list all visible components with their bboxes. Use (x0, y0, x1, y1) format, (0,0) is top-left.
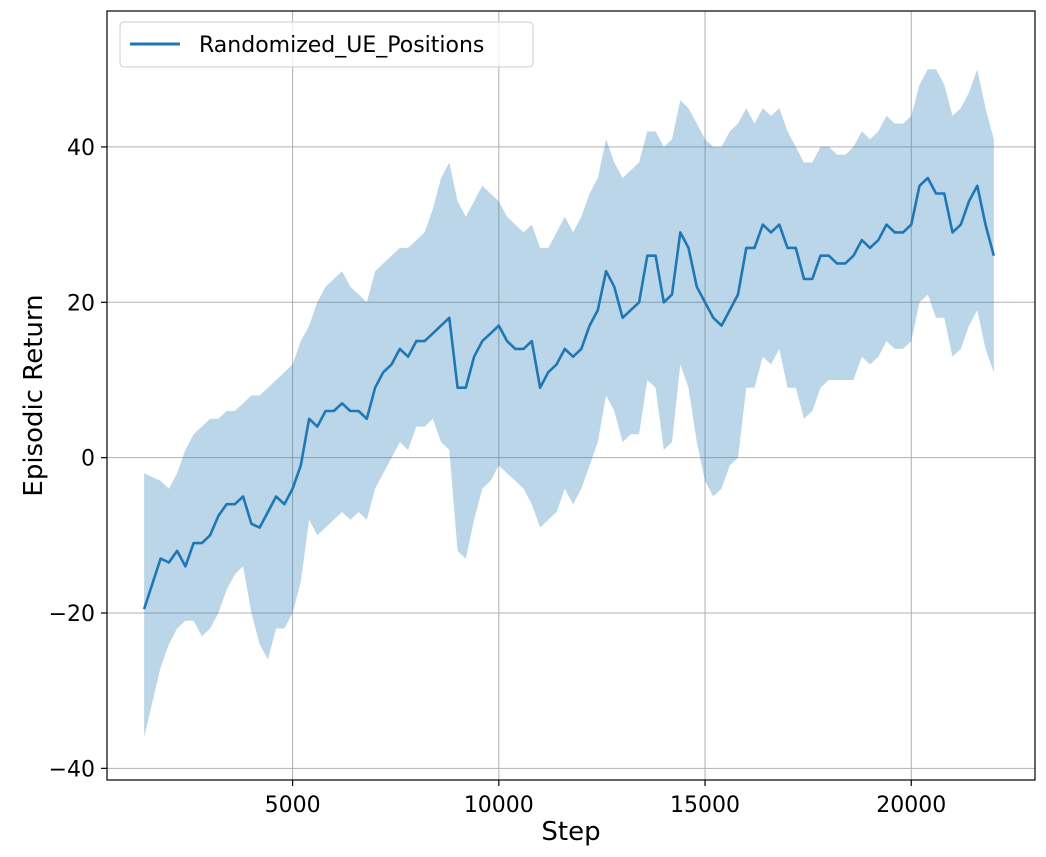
legend-label: Randomized_UE_Positions (199, 33, 484, 58)
confidence-band-layer (144, 69, 994, 738)
confidence-band (144, 69, 994, 738)
y-tick-label: 0 (81, 447, 95, 472)
x-tick-label: 5000 (265, 793, 321, 818)
y-tick-label: −20 (49, 602, 95, 627)
plot-frame (106, 10, 1036, 781)
y-axis-ticks: −40 −20 0 20 40 (49, 136, 107, 782)
y-tick-label: 20 (67, 291, 95, 316)
y-tick-label: 40 (67, 136, 95, 161)
legend-box (119, 21, 534, 68)
series-line (142, 176, 996, 610)
y-tick-label: −40 (49, 757, 95, 782)
x-axis-ticks: 5000 10000 15000 20000 (265, 780, 946, 818)
legend: Randomized_UE_Positions (119, 21, 534, 68)
x-tick-label: 20000 (876, 793, 946, 818)
x-tick-label: 15000 (670, 793, 740, 818)
x-axis-label: Step (541, 817, 600, 847)
series-line-layer (142, 176, 996, 610)
grid (107, 11, 1035, 780)
x-tick-label: 10000 (464, 793, 534, 818)
y-axis-label: Episodic Return (19, 294, 49, 496)
